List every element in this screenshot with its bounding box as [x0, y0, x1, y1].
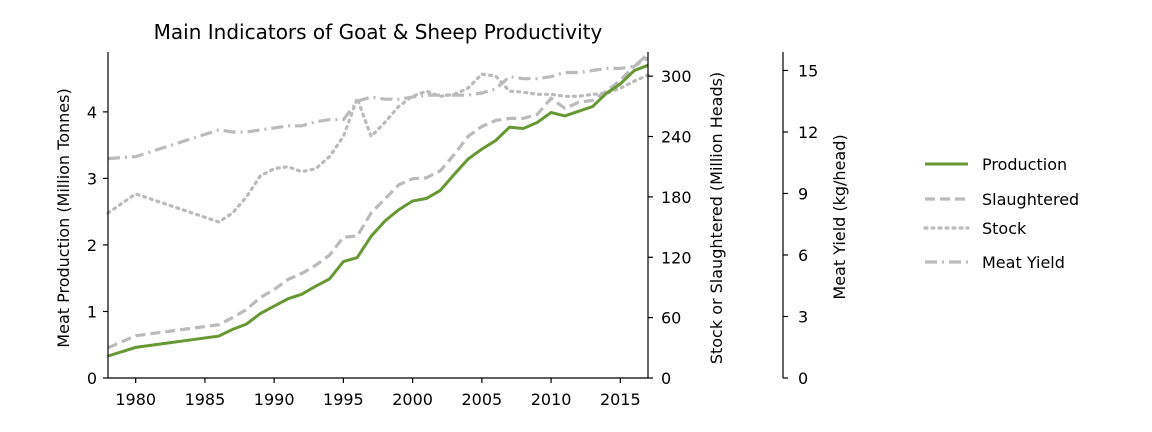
series-line-slaughtered [107, 56, 649, 350]
far-right-axis-title: Meat Yield (kg/head) [830, 134, 849, 299]
far-right-tick-label: 9 [798, 184, 808, 203]
right-axis-title: Stock or Slaughtered (Million Heads) [707, 72, 726, 364]
plot-area [106, 52, 650, 358]
left-axis-title: Meat Production (Million Tonnes) [54, 88, 73, 347]
right-tick-label: 180 [661, 188, 692, 207]
far-right-tick-label: 3 [798, 307, 808, 326]
right-tick-label: 240 [661, 128, 692, 147]
x-tick-label: 1980 [115, 390, 156, 409]
left-tick-label: 4 [87, 103, 97, 122]
left-tick-label: 3 [87, 169, 97, 188]
legend-label-production: Production [982, 155, 1067, 174]
chart-title: Main Indicators of Goat & Sheep Producti… [154, 20, 603, 44]
legend-label-stock: Stock [982, 219, 1027, 238]
x-tick-label: 2010 [531, 390, 572, 409]
far-right-tick-label: 12 [798, 123, 818, 142]
x-tick-label: 2000 [392, 390, 433, 409]
far-right-tick-label: 0 [798, 369, 808, 388]
left-tick-label: 2 [87, 236, 97, 255]
right-tick-label: 60 [661, 309, 681, 328]
right-tick-label: 120 [661, 248, 692, 267]
left-tick-label: 1 [87, 302, 97, 321]
legend: Production Slaughtered Stock Meat Yield [923, 155, 1079, 272]
x-tick-label: 1985 [185, 390, 226, 409]
far-right-tick-label: 15 [798, 61, 818, 80]
series-line-meat-yield [107, 52, 650, 161]
legend-label-meat-yield: Meat Yield [982, 253, 1065, 272]
x-tick-label: 2005 [461, 390, 502, 409]
series-line-stock [106, 72, 650, 224]
left-tick-label: 0 [87, 369, 97, 388]
right-tick-label: 0 [661, 369, 671, 388]
x-tick-label: 1990 [254, 390, 295, 409]
series-line-production [107, 63, 649, 358]
x-tick-label: 2015 [600, 390, 641, 409]
right-tick-label: 300 [661, 67, 692, 86]
axes: 1980 1985 1990 1995 2000 2005 2010 201501234060… [54, 52, 849, 409]
x-tick-label: 1995 [323, 390, 364, 409]
far-right-tick-label: 6 [798, 246, 808, 265]
legend-label-slaughtered: Slaughtered [982, 190, 1079, 209]
